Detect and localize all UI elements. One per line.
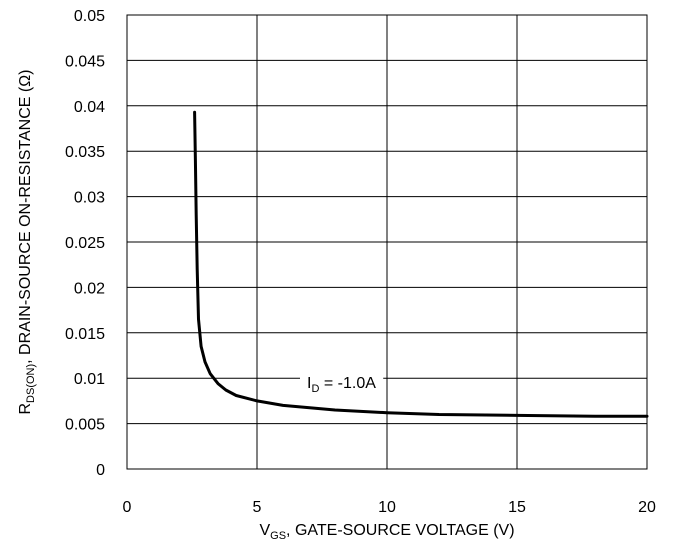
x-tick-label: 20 bbox=[638, 499, 656, 516]
y-tick-label: 0 bbox=[96, 462, 105, 479]
y-tick-label: 0.015 bbox=[65, 326, 105, 343]
x-tick-label: 0 bbox=[123, 499, 132, 516]
x-tick-label: 15 bbox=[508, 499, 526, 516]
y-tick-label: 0.02 bbox=[74, 280, 105, 297]
y-tick-label: 0.035 bbox=[65, 144, 105, 161]
y-tick-label: 0.025 bbox=[65, 235, 105, 252]
annotation-background bbox=[300, 374, 384, 396]
y-axis-label: RDS(ON), DRAIN-SOURCE ON-RESISTANCE (Ω) bbox=[17, 69, 37, 414]
x-tick-label: 5 bbox=[253, 499, 262, 516]
series-line bbox=[193, 110, 649, 418]
grid bbox=[126, 14, 648, 470]
x-axis-label: VGS, GATE-SOURCE VOLTAGE (V) bbox=[259, 522, 514, 542]
x-tick-labels: 0 5 10 15 20 bbox=[123, 499, 656, 516]
y-tick-labels: 0 0.005 0.01 0.015 0.02 0.025 0.03 0.035 0.04 0.0… bbox=[65, 8, 105, 479]
y-tick-label: 0.005 bbox=[65, 417, 105, 434]
plot-frame bbox=[126, 14, 648, 470]
y-tick-label: 0.05 bbox=[74, 8, 105, 25]
y-tick-label: 0.01 bbox=[74, 371, 105, 388]
annotation-id: ID = -1.0A bbox=[307, 375, 376, 395]
x-tick-label: 10 bbox=[378, 499, 396, 516]
y-tick-label: 0.03 bbox=[74, 190, 105, 207]
y-tick-label: 0.045 bbox=[65, 53, 105, 70]
y-tick-label: 0.04 bbox=[74, 99, 105, 116]
